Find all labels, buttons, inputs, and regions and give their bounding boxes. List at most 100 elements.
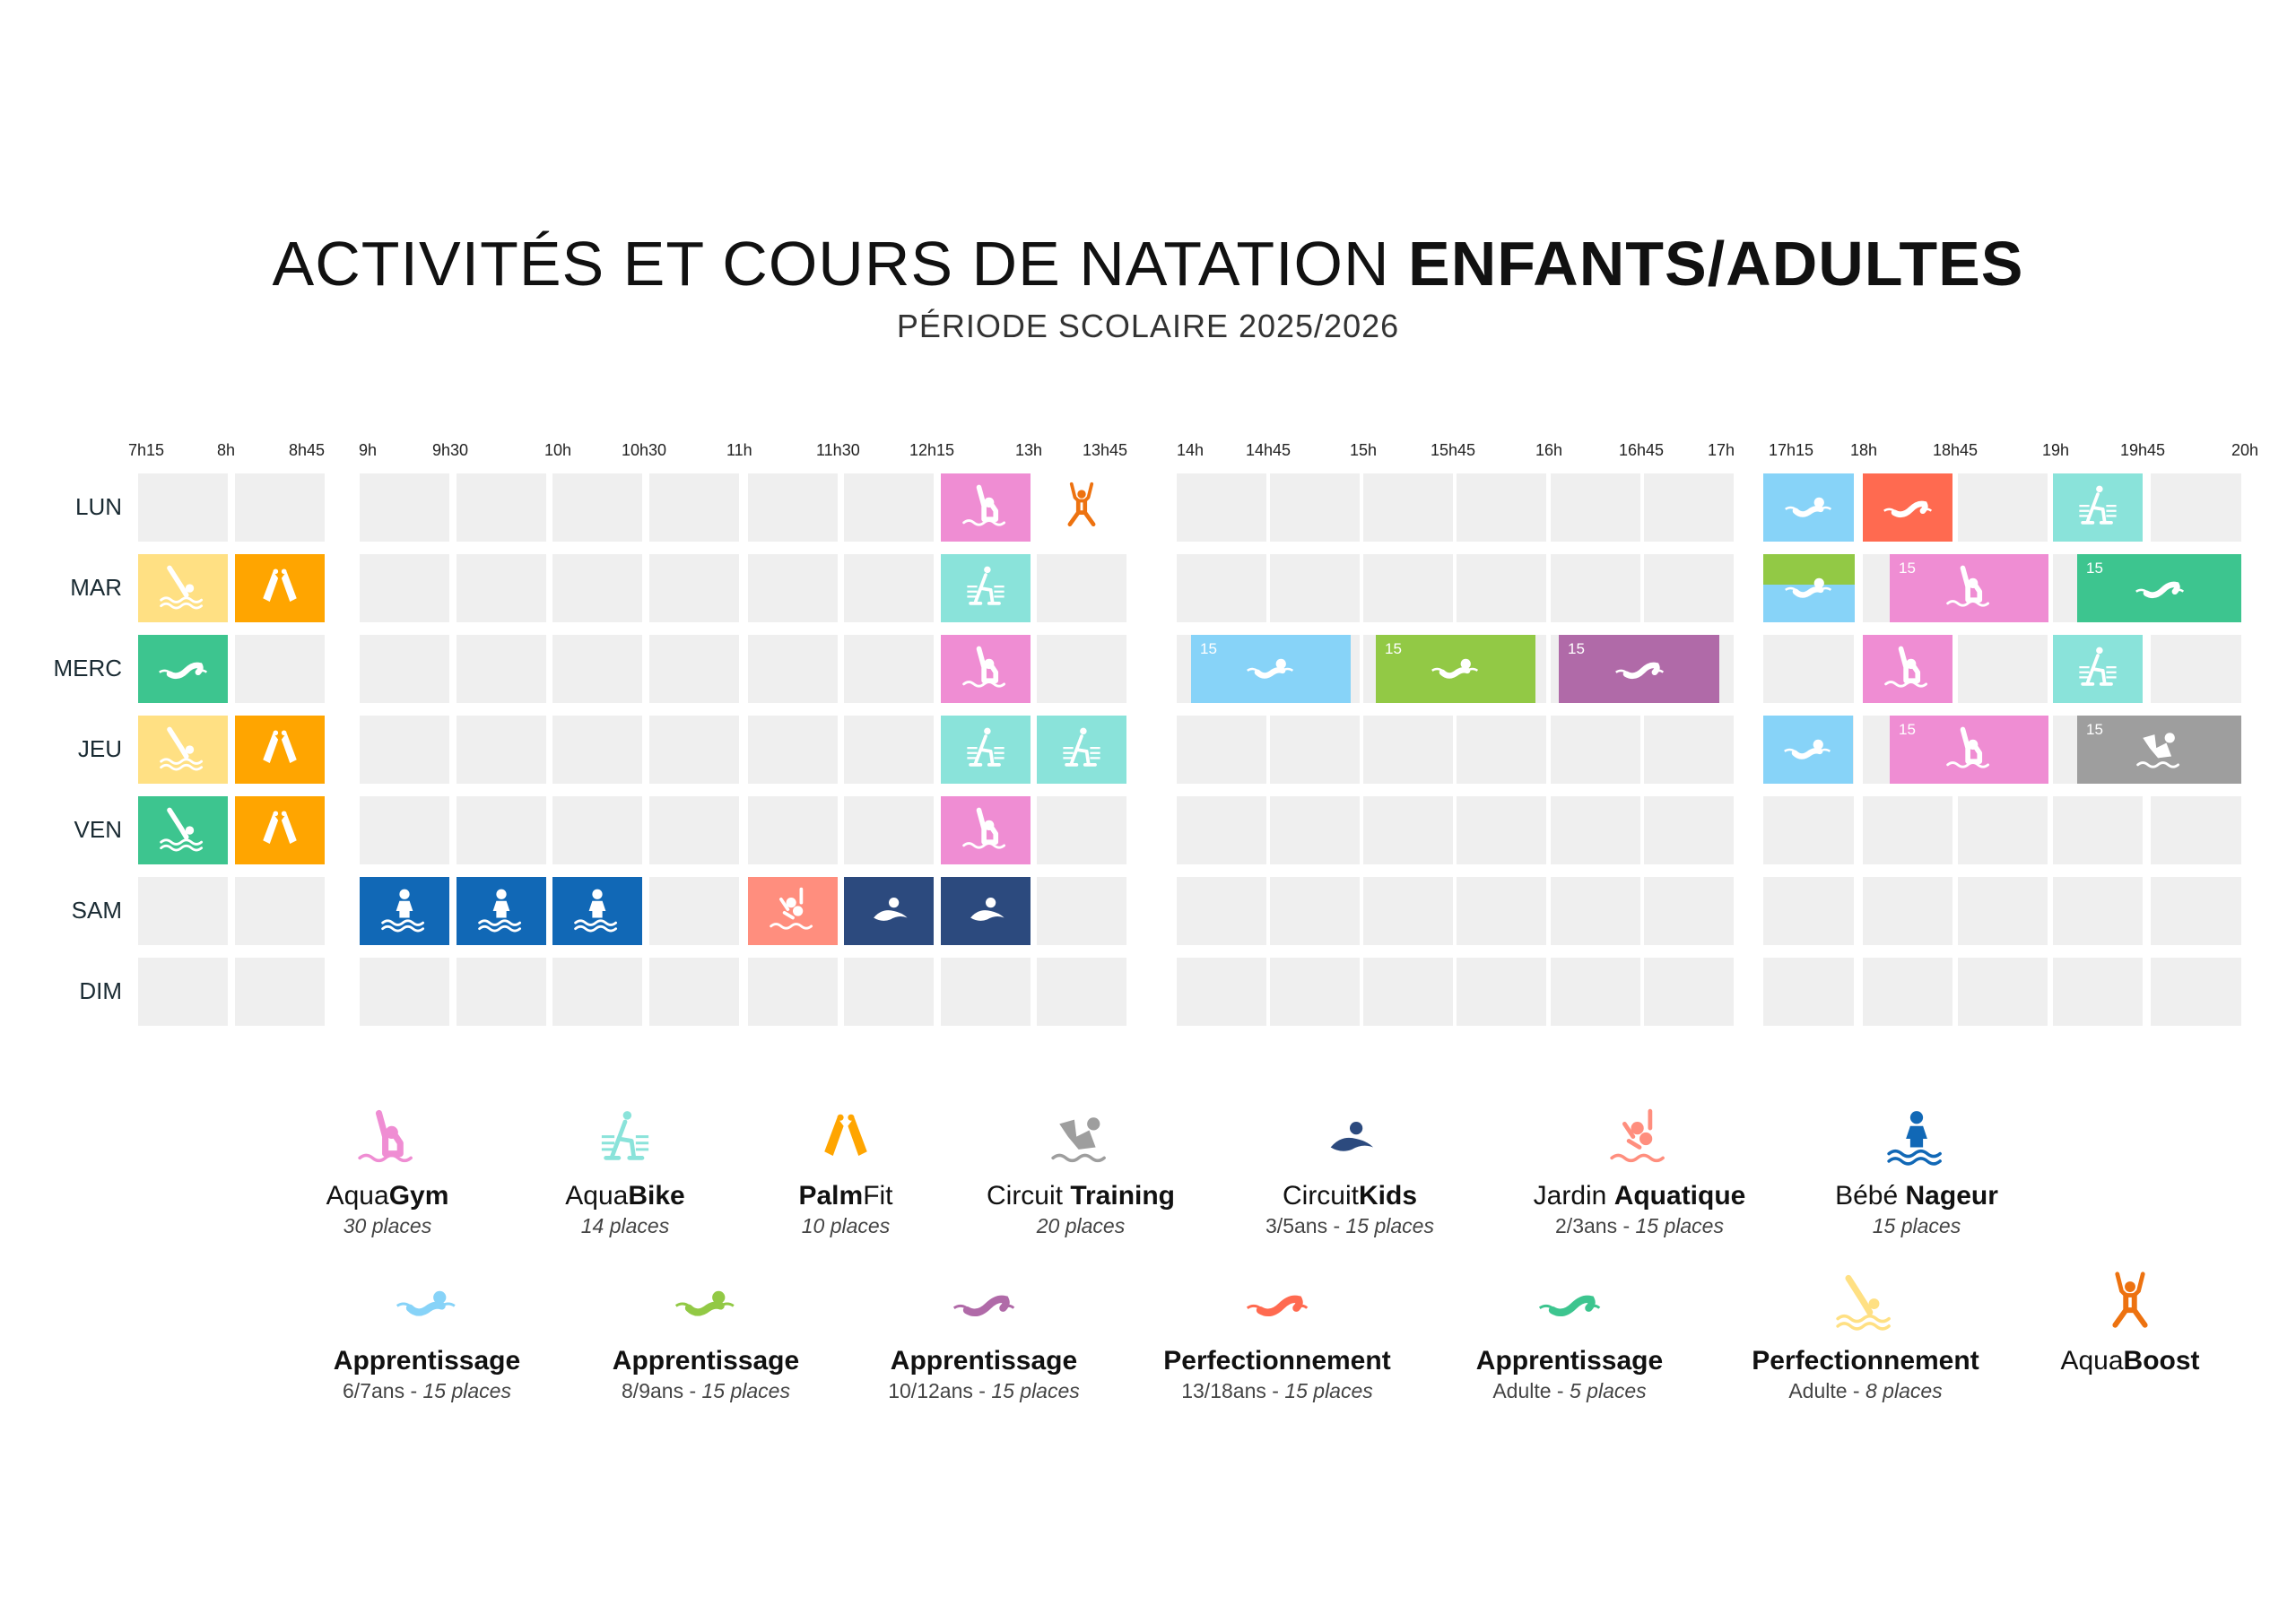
empty-slot [235,877,325,945]
activity-block-training[interactable]: 15 [2077,716,2241,784]
empty-slot [1551,716,1640,784]
day-label-mar: MAR [70,574,122,601]
activity-block-crawl[interactable] [138,635,228,703]
activity-block-swim[interactable]: 15 [1191,635,1351,703]
crawl-icon [1881,481,1935,534]
empty-slot [138,877,228,945]
activity-block-aquabike[interactable] [941,716,1031,784]
empty-slot [1363,958,1453,1026]
activity-block-bebe[interactable] [457,877,546,945]
activity-block-aquagym[interactable] [941,635,1031,703]
swim-icon [1782,561,1836,615]
empty-slot [235,635,325,703]
legend-name: Perfectionnement [1752,1346,1979,1376]
page-title: ACTIVITÉS ET COURS DE NATATION ENFANTS/A… [0,226,2296,301]
activity-block-aquagym[interactable]: 15 [1890,716,2048,784]
bebe-icon [570,884,624,938]
time-label: 18h [1850,441,1878,459]
activity-block-aquabike[interactable] [1037,716,1126,784]
aquagym-icon [1943,723,1996,777]
legend-name: Jardin Aquatique [1533,1181,1746,1211]
time-label: 17h15 [1769,441,1814,459]
empty-slot [941,958,1031,1026]
activity-block-swim[interactable] [1763,473,1854,542]
legend-capacity: 8/9ans - 15 places [622,1379,790,1402]
activity-block-palmfit[interactable] [235,554,325,622]
empty-slot [1177,877,1266,945]
time-label: 11h30 [816,441,860,459]
activity-block-kids[interactable] [844,877,934,945]
activity-block-aquagym[interactable] [1863,635,1952,703]
activity-block-palmfit[interactable] [235,716,325,784]
time-label: 12h15 [909,441,955,459]
activity-block-swim[interactable] [1763,554,1855,622]
legend-name: Perfectionnement [1163,1346,1391,1376]
empty-slot [1644,716,1734,784]
activity-block-aquabike[interactable] [2053,635,2143,703]
time-label: 15h45 [1431,441,1476,459]
title-bold: ENFANTS/ADULTES [1408,229,2024,299]
empty-slot [748,958,838,1026]
empty-slot [1644,554,1734,622]
dive-icon [156,723,210,777]
legend-item: AquaGym 30 places [235,1101,540,1239]
empty-slot [844,796,934,864]
legend-item: AquaBike 14 places [473,1101,778,1239]
time-label: 14h [1177,441,1205,459]
empty-slot [1863,877,1952,945]
activity-block-aquabike[interactable] [941,554,1031,622]
empty-slot [1037,554,1126,622]
empty-slot [1457,958,1546,1026]
activity-block-dive[interactable] [138,554,228,622]
swim-icon [274,1266,579,1338]
swim-icon [1244,642,1298,696]
activity-block-crawl[interactable]: 15 [1559,635,1719,703]
activity-block-aquabike[interactable] [2053,473,2143,542]
aquagym-icon [959,481,1013,534]
empty-slot [1863,958,1952,1026]
activity-block-swim[interactable]: 15 [1376,635,1535,703]
activity-block-dive[interactable] [138,796,228,864]
activity-block-crawl[interactable] [1863,473,1952,542]
activity-block-aquagym[interactable] [941,473,1031,542]
empty-slot [1363,554,1453,622]
empty-slot [1457,473,1546,542]
empty-slot [235,958,325,1026]
empty-slot [1037,635,1126,703]
activity-block-bebe[interactable] [552,877,642,945]
swim-icon [1429,642,1483,696]
empty-slot [1270,877,1360,945]
empty-slot [457,554,546,622]
empty-slot [1551,796,1640,864]
empty-slot [1958,635,2048,703]
activity-block-aquaboost[interactable] [1037,473,1126,542]
legend-item: Jardin Aquatique 2/3ans - 15 places [1487,1101,1792,1239]
empty-slot [844,473,934,542]
activity-block-palmfit[interactable] [235,796,325,864]
palmfit-icon [253,561,307,615]
legend-name: Circuit Training [986,1181,1176,1211]
empty-slot [2053,958,2143,1026]
activity-block-dive[interactable] [138,716,228,784]
aquaboost-icon [1055,481,1109,534]
activity-block-aquagym[interactable]: 15 [1890,554,2048,622]
empty-slot [1037,877,1126,945]
legend-item: Apprentissage 6/7ans - 15 places [274,1266,579,1404]
time-label: 10h [544,441,572,459]
empty-slot [1763,635,1854,703]
empty-slot [748,716,838,784]
kids-icon [1197,1101,1502,1173]
activity-block-kids[interactable] [941,877,1031,945]
activity-block-aquagym[interactable] [941,796,1031,864]
empty-slot [2151,635,2241,703]
legend-capacity: 2/3ans - 15 places [1555,1214,1724,1237]
empty-slot [2053,877,2143,945]
empty-slot [552,554,642,622]
activity-block-swim[interactable] [1763,716,1853,784]
empty-slot [1958,796,2048,864]
activity-block-crawl[interactable]: 15 [2077,554,2241,622]
activity-block-bebe[interactable] [360,877,449,945]
empty-slot [748,554,838,622]
kids-icon [862,884,916,938]
activity-block-jardin[interactable] [748,877,838,945]
